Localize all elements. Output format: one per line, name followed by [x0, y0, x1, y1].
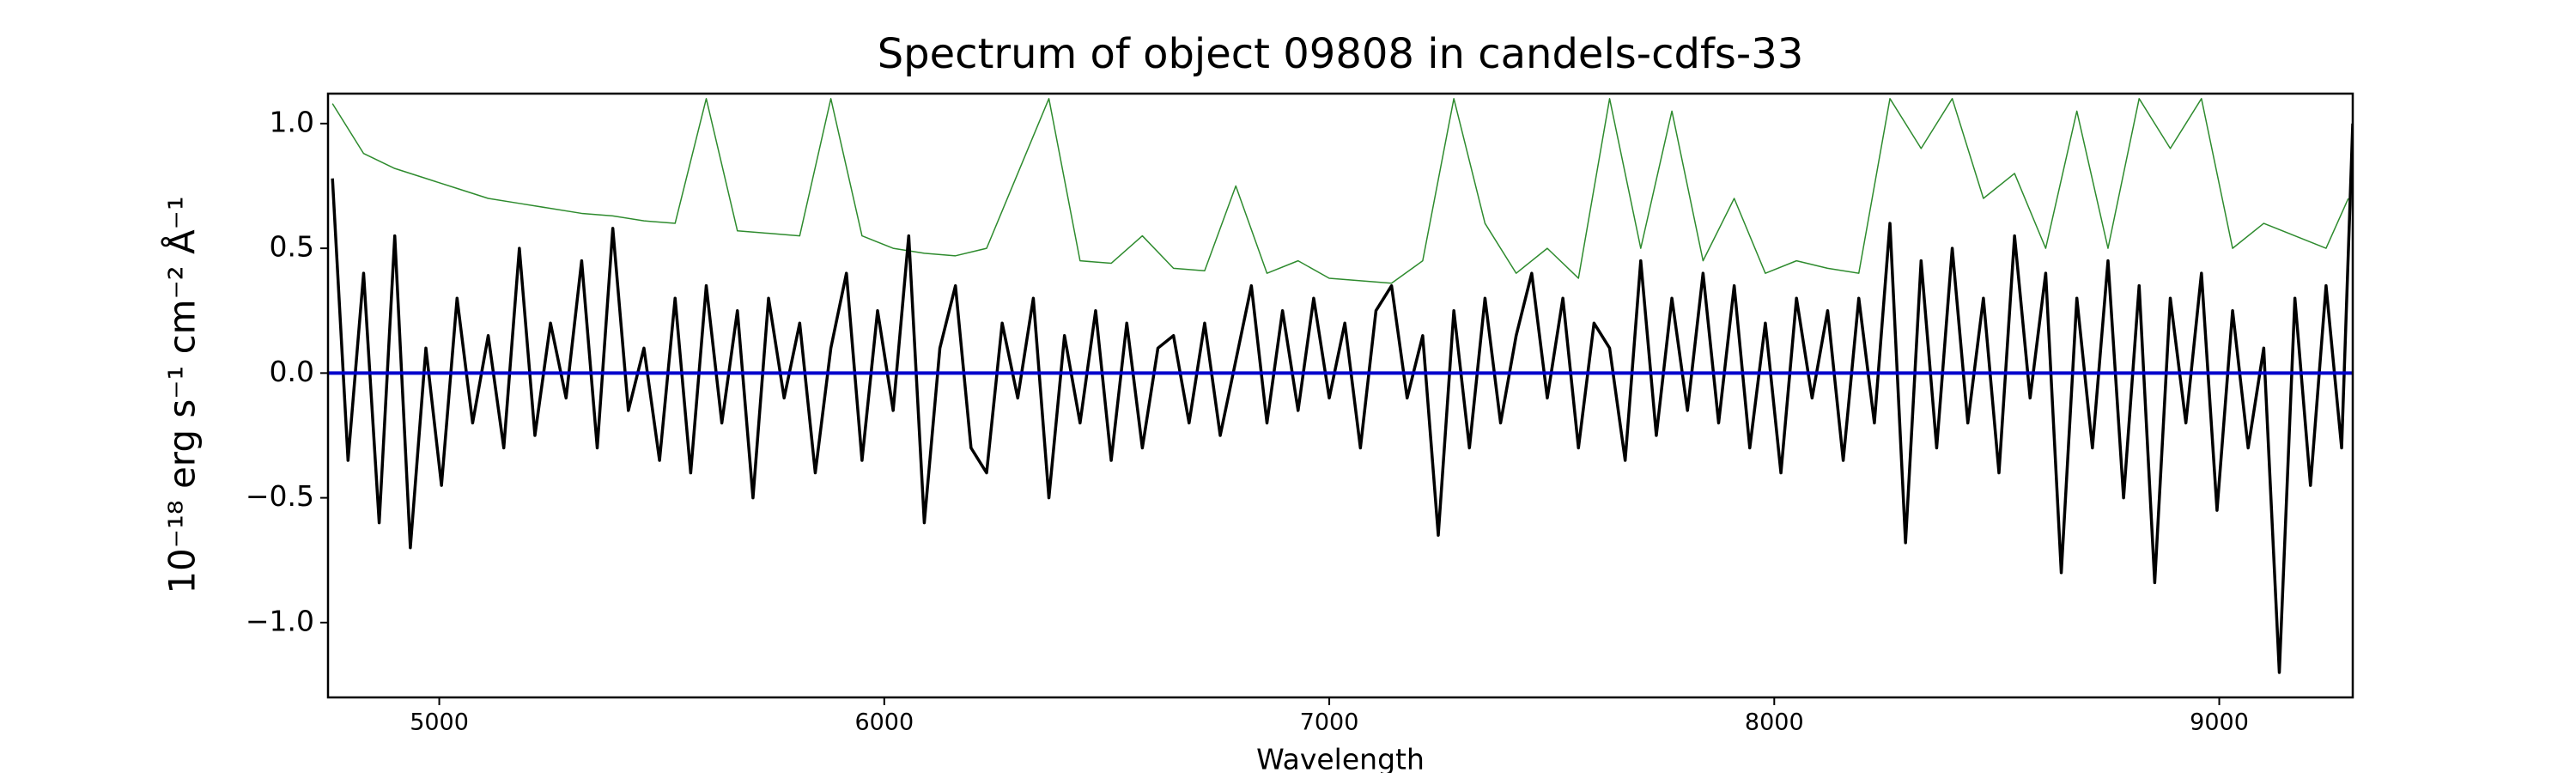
y-axis-label: 10⁻¹⁸ erg s⁻¹ cm⁻² Å⁻¹ [161, 196, 204, 593]
x-tick-label: 6000 [854, 709, 914, 736]
y-tick-label: −1.0 [246, 604, 314, 637]
y-tick-label: 0.0 [270, 355, 314, 388]
x-axis-label: Wavelength [1256, 743, 1425, 773]
x-tick-label: 8000 [1745, 709, 1804, 736]
spectrum-line [331, 123, 2353, 674]
y-tick-label: 0.5 [270, 230, 314, 264]
plot-area [328, 98, 2353, 674]
y-tick-label: 1.0 [270, 105, 314, 138]
y-tick-label: −0.5 [246, 479, 314, 513]
chart-title: Spectrum of object 09808 in candels-cdfs… [878, 30, 1804, 78]
x-tick-label: 5000 [410, 709, 469, 736]
spectrum-line [331, 98, 2349, 284]
axes-frame [326, 92, 2354, 699]
x-tick-label: 7000 [1300, 709, 1359, 736]
x-tick-label: 9000 [2190, 709, 2249, 736]
